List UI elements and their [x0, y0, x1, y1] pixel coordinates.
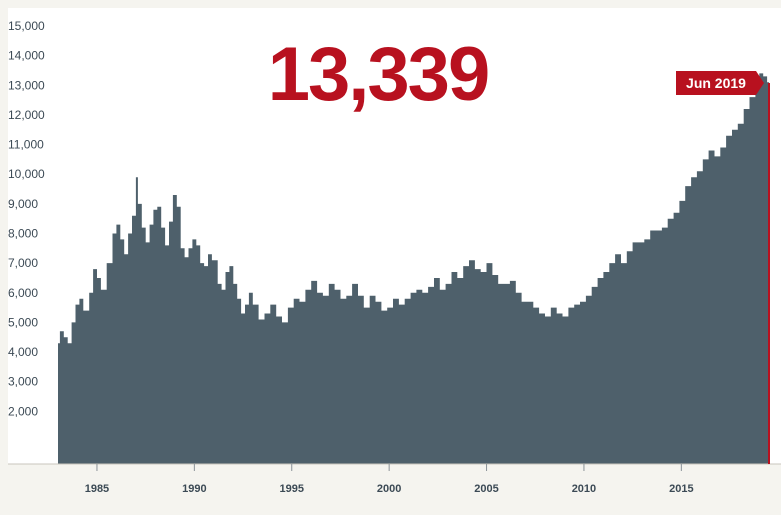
- y-tick-label: 13,000: [8, 78, 45, 92]
- y-tick-label: 12,000: [8, 108, 45, 122]
- y-tick-label: 15,000: [8, 19, 45, 33]
- x-tick-label: 2015: [669, 483, 693, 495]
- x-tick-label: 2000: [377, 483, 401, 495]
- x-axis: 1985 1990 1995 2000 2005 2010 2015: [85, 464, 694, 495]
- end-label-text: Jun 2019: [686, 75, 746, 91]
- series-area: [58, 73, 769, 465]
- end-label-pointer: [756, 71, 764, 95]
- series-area-path: [58, 73, 769, 465]
- x-tick-label: 1985: [85, 483, 109, 495]
- x-tick-label: 2010: [572, 483, 596, 495]
- headline-value: 13,339: [268, 32, 488, 117]
- x-tick-label: 1995: [280, 483, 304, 495]
- y-tick-label: 9,000: [8, 197, 38, 211]
- y-tick-label: 11,000: [8, 138, 44, 152]
- y-tick-label: 6,000: [8, 286, 38, 300]
- y-tick-label: 10,000: [8, 167, 45, 181]
- y-tick-label: 5,000: [8, 315, 38, 329]
- x-tick-label: 1990: [182, 483, 206, 495]
- y-tick-label: 14,000: [8, 49, 45, 63]
- y-axis: 2,000 3,000 4,000 5,000 6,000 7,000 8,000 9,000…: [8, 19, 45, 418]
- y-tick-label: 2,000: [8, 404, 38, 418]
- y-tick-label: 3,000: [8, 375, 38, 389]
- y-tick-label: 7,000: [8, 256, 38, 270]
- y-tick-label: 8,000: [8, 227, 38, 241]
- end-label-flag: Jun 2019: [676, 71, 770, 464]
- x-tick-label: 2005: [474, 483, 498, 495]
- end-label-box: [676, 71, 756, 95]
- y-tick-label: 4,000: [8, 345, 38, 359]
